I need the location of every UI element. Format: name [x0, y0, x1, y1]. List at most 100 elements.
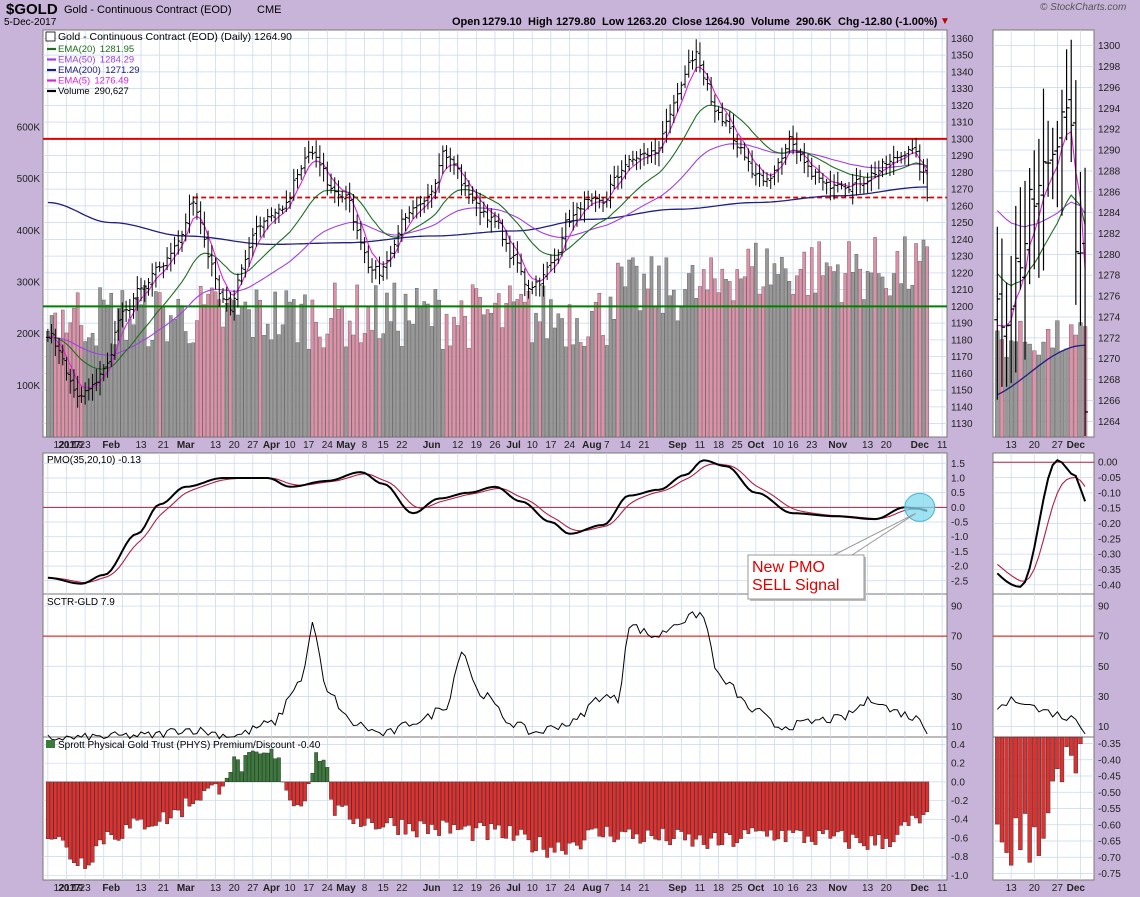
phys-bar [392, 781, 397, 826]
phys-bar [534, 781, 538, 851]
ema200-line [47, 186, 928, 246]
phys-bar [113, 781, 117, 840]
phys-bar [515, 781, 520, 836]
phys-bar [422, 781, 427, 824]
phys-bar [545, 781, 550, 858]
zoom-sctr-tick-label: 10 [1098, 722, 1110, 733]
volume-bar [660, 312, 665, 438]
x-tick-label: 27 [247, 883, 259, 894]
volume-bar [545, 338, 549, 438]
x-tick-label: Feb [102, 440, 120, 451]
phys-bar [590, 781, 594, 830]
phys-bar [865, 781, 870, 850]
phys-bar [541, 781, 546, 850]
phys-bar [563, 781, 568, 855]
phys-bar [634, 781, 639, 835]
phys-bar [694, 781, 699, 840]
x-tick-label: 21 [638, 440, 650, 451]
volume-bar [400, 346, 404, 438]
phys-bar [772, 781, 777, 841]
price-tick-label: 1320 [951, 101, 974, 112]
zoom-pmo-tick-label: -0.10 [1098, 488, 1121, 499]
phys-bar [709, 781, 713, 839]
volume-bar [623, 286, 628, 438]
phys-bar [139, 781, 143, 820]
phys-bar [291, 781, 296, 807]
volume-bar [254, 289, 259, 438]
volume-bar [251, 337, 255, 438]
volume-bar [847, 241, 851, 438]
x-tick-label: Jun [423, 883, 441, 894]
phys-bar [481, 781, 486, 826]
zoom-price-tick-label: 1276 [1098, 292, 1121, 303]
phys-bar [832, 781, 836, 837]
volume-bar [198, 286, 203, 438]
chg-value: -12.80 (-1.00%) [861, 16, 938, 28]
x-tick-label: 13 [210, 440, 222, 451]
phys-bar [224, 777, 229, 783]
zoom-phys-tick-label: -0.75 [1098, 869, 1121, 880]
volume-bar [176, 298, 181, 438]
phys-bar [455, 781, 460, 831]
x-tick-label: 13 [210, 883, 222, 894]
phys-bar [575, 781, 579, 846]
phys-bar [1041, 736, 1046, 839]
phys-tick-label: -1.0 [951, 871, 969, 882]
low-label: Low [602, 16, 624, 28]
phys-bar [768, 781, 773, 831]
price-tick-label: 1210 [951, 285, 974, 296]
x-tick-label: 13 [862, 883, 874, 894]
price-tick-label: 1290 [951, 151, 974, 162]
phys-bar [739, 781, 743, 839]
phys-bar [604, 781, 609, 827]
phys-bar [396, 781, 400, 835]
volume-bar [437, 299, 441, 438]
volume-bar [94, 345, 99, 438]
legend-name: EMA(200) [58, 65, 101, 76]
volume-bar [578, 342, 583, 438]
phys-bar [221, 781, 225, 787]
volume-bar [891, 273, 896, 438]
phys-bar [731, 781, 736, 847]
volume-tick-label: 600K [17, 123, 41, 134]
phys-bar [340, 781, 345, 807]
volume-bar [444, 313, 449, 438]
volume-bar [754, 242, 758, 438]
volume-bar [1064, 348, 1069, 438]
price-tick-label: 1170 [951, 352, 973, 363]
x-tick-label: 17 [545, 440, 557, 451]
sctr-tick-label: 30 [951, 692, 963, 703]
phys-bar [660, 781, 665, 829]
price-tick-label: 1250 [951, 218, 974, 229]
volume-bar [877, 273, 881, 438]
phys-bar [157, 781, 162, 822]
volume-bar [526, 290, 531, 438]
high-label: High [528, 16, 553, 28]
phys-bar [1032, 736, 1037, 828]
phys-bar [686, 781, 691, 835]
volume-bar [500, 327, 505, 438]
zoom-phys-tick-label: -0.50 [1098, 788, 1121, 799]
x-tick-label: 18 [713, 883, 725, 894]
volume-bar [213, 291, 218, 438]
volume-bar [318, 336, 322, 438]
x-tick-label: 25 [732, 883, 744, 894]
phys-bar [448, 781, 453, 834]
phys-bar [381, 781, 386, 828]
volume-bar [49, 315, 54, 438]
phys-bar [873, 781, 877, 846]
zoom-price-tick-label: 1298 [1098, 62, 1121, 73]
volume-bar [53, 312, 58, 438]
phys-bar [243, 755, 248, 783]
volume-bar [470, 284, 475, 438]
volume-bar [414, 288, 419, 438]
phys-bar [247, 752, 251, 783]
volume-bar [914, 243, 918, 438]
phys-bar [437, 781, 441, 836]
volume-bar [333, 282, 337, 438]
phys-bar [90, 781, 95, 863]
volume-bar [1078, 322, 1083, 438]
zoom-phys-tick-label: -0.55 [1098, 804, 1121, 815]
phys-bar [813, 781, 818, 845]
zoom-price-tick-label: 1272 [1098, 333, 1121, 344]
